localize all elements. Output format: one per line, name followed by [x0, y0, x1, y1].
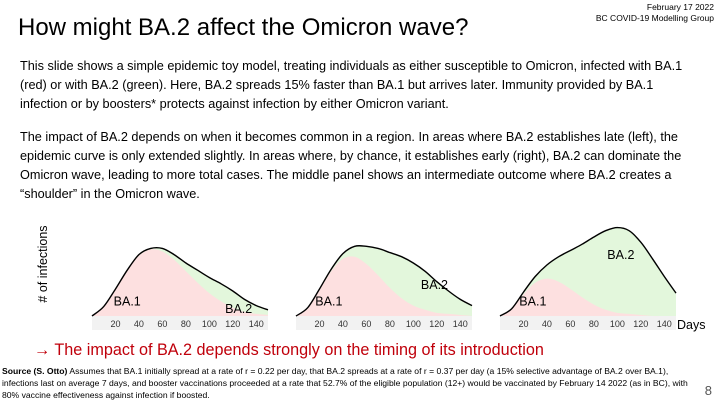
- paragraph-model-description: This slide shows a simple epidemic toy m…: [20, 59, 683, 111]
- total-infections-line: [91, 246, 269, 317]
- chart-panel-2: 20 40 60 80 100 120 140 BA.1 BA.2: [295, 244, 473, 330]
- header-group: BC COVID-19 Modelling Group: [595, 13, 714, 23]
- ba2-series-label: BA.2: [421, 278, 448, 292]
- x-tick-label: 140: [657, 319, 672, 329]
- x-tick-label: 120: [633, 319, 648, 329]
- chart-panel-1: 20 40 60 80 100 120 140 BA.1 BA.2: [91, 246, 269, 330]
- x-axis-label: Days: [677, 318, 706, 332]
- x-axis-band: [500, 316, 676, 330]
- x-tick-label: 100: [202, 319, 217, 329]
- x-tick-label: 60: [361, 319, 371, 329]
- x-tick-label: 20: [110, 319, 120, 329]
- source-note: Source (S. Otto) Assumes that BA.1 initi…: [2, 365, 692, 401]
- x-tick-label: 100: [406, 319, 421, 329]
- total-infections-line: [295, 244, 473, 317]
- x-tick-label: 140: [249, 319, 264, 329]
- x-axis-band: [296, 316, 472, 330]
- x-tick-label: 60: [157, 319, 167, 329]
- ba1-area: [296, 256, 472, 316]
- x-tick-label: 120: [225, 319, 240, 329]
- ba2-series-label: BA.2: [225, 302, 252, 316]
- x-tick-label: 80: [181, 319, 191, 329]
- slide-title: How might BA.2 affect the Omicron wave?: [18, 14, 469, 41]
- source-text: Assumes that BA.1 initially spread at a …: [2, 366, 688, 400]
- header-info: February 17 2022 BC COVID-19 Modelling G…: [596, 2, 714, 24]
- chart-panel-3: 20 40 60 80 100 120 140 BA.1 BA.2: [499, 226, 677, 330]
- total-infections-line: [499, 226, 677, 317]
- x-tick-label: 80: [385, 319, 395, 329]
- ba2-series-label: BA.2: [607, 248, 634, 262]
- x-tick-label: 20: [314, 319, 324, 329]
- x-tick-label: 20: [518, 319, 528, 329]
- callout-text: → The impact of BA.2 depends strongly on…: [34, 341, 544, 359]
- x-tick-label: 120: [429, 319, 444, 329]
- page-number: 8: [704, 383, 712, 398]
- x-tick-label: 40: [338, 319, 348, 329]
- x-tick-label: 40: [542, 319, 552, 329]
- x-tick-label: 40: [134, 319, 144, 329]
- ba1-series-label: BA.1: [114, 295, 141, 309]
- ba1-series-label: BA.1: [315, 295, 342, 309]
- ba1-area: [500, 278, 676, 317]
- x-tick-label: 60: [565, 319, 575, 329]
- ba1-area: [92, 249, 268, 316]
- x-tick-label: 80: [589, 319, 599, 329]
- x-tick-label: 140: [453, 319, 468, 329]
- ba1-series-label: BA.1: [519, 295, 546, 309]
- x-tick-label: 100: [610, 319, 625, 329]
- source-label: Source (S. Otto): [2, 366, 68, 376]
- x-axis-band: [92, 316, 268, 330]
- header-date: February 17 2022: [646, 2, 714, 12]
- paragraph-impact-description: The impact of BA.2 depends on when it be…: [20, 130, 682, 201]
